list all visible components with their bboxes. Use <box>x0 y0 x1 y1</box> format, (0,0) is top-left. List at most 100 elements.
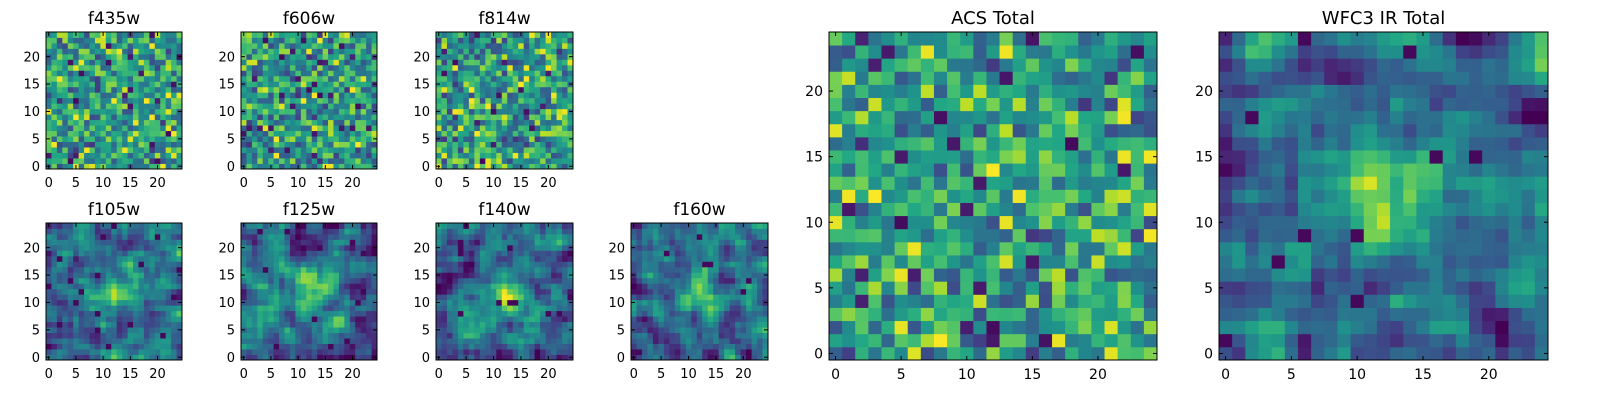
heatmap-cell <box>89 32 96 38</box>
heatmap-cell <box>311 354 318 361</box>
heatmap-cell <box>680 261 687 268</box>
heatmap-cell <box>468 228 475 235</box>
heatmap-cell <box>540 299 546 306</box>
heatmap-cell <box>338 103 345 110</box>
heatmap-cell <box>507 255 514 262</box>
heatmap-cell <box>338 130 345 137</box>
heatmap-cell <box>1143 307 1158 322</box>
heatmap-cell <box>328 147 334 153</box>
heatmap-cell <box>707 244 714 251</box>
heatmap-cell <box>452 136 459 142</box>
heatmap-cell <box>490 316 497 323</box>
heatmap-cell <box>89 244 96 251</box>
heatmap-cell <box>441 32 448 38</box>
heatmap-cell <box>551 338 557 344</box>
heatmap-cell <box>246 119 253 126</box>
heatmap-cell <box>468 119 475 126</box>
heatmap-cell <box>279 316 285 323</box>
heatmap-cell <box>512 305 519 312</box>
heatmap-cell <box>143 239 150 246</box>
heatmap-cell <box>1117 228 1132 243</box>
heatmap-cell <box>479 32 486 38</box>
heatmap-cell <box>702 299 709 306</box>
heatmap-cell <box>713 349 720 355</box>
heatmap-cell <box>366 97 372 104</box>
heatmap-cell <box>490 327 497 333</box>
heatmap-cell <box>545 86 552 93</box>
heatmap-cell <box>268 59 275 66</box>
heatmap-cell <box>562 70 568 77</box>
heatmap-cell <box>842 281 856 295</box>
heatmap-cell <box>567 152 574 159</box>
heatmap-cell <box>73 75 80 82</box>
heatmap-cell <box>56 233 63 240</box>
heatmap-cell <box>149 119 156 126</box>
heatmap-cell <box>523 163 530 170</box>
heatmap-cell <box>143 125 150 132</box>
heatmap-cell <box>441 92 448 99</box>
heatmap-cell <box>641 354 648 361</box>
heatmap-cell <box>295 53 302 60</box>
heatmap-cell <box>567 349 574 355</box>
heatmap-cell <box>1078 241 1092 256</box>
heatmap-cell <box>691 327 698 333</box>
heatmap-cell <box>556 332 563 339</box>
heatmap-cell <box>1130 241 1145 256</box>
heatmap-cell <box>636 327 643 333</box>
heatmap-cell <box>333 130 340 137</box>
y-tick-label: 20 <box>23 50 40 65</box>
heatmap-cell <box>366 228 372 235</box>
heatmap-cell <box>490 42 497 49</box>
heatmap-cell <box>56 266 63 273</box>
heatmap-cell <box>344 130 351 137</box>
heatmap-cell <box>122 97 128 104</box>
heatmap-cell <box>251 119 258 126</box>
heatmap-cell <box>762 321 769 328</box>
heatmap-cell <box>154 48 161 55</box>
heatmap-cell <box>718 239 725 246</box>
x-tick-label: 5 <box>72 367 80 382</box>
heatmap-cell <box>436 228 442 235</box>
heatmap-cell <box>257 163 264 170</box>
heatmap-cell <box>122 244 128 251</box>
heatmap-cell <box>691 343 698 350</box>
heatmap-cell <box>457 108 464 115</box>
heatmap-cell <box>490 48 497 55</box>
heatmap-cell <box>842 163 856 177</box>
heatmap-cell <box>62 75 69 82</box>
heatmap-cell <box>246 130 253 137</box>
heatmap-cell <box>160 338 167 344</box>
heatmap-cell <box>84 332 90 339</box>
heatmap-cell <box>360 32 367 38</box>
heatmap-cell <box>366 81 372 88</box>
heatmap-cell <box>680 228 687 235</box>
heatmap-cell <box>652 354 659 361</box>
heatmap-cell <box>360 147 367 153</box>
heatmap-cell <box>562 119 568 126</box>
heatmap-cell <box>317 108 323 115</box>
heatmap-cell <box>84 228 90 235</box>
heatmap-cell <box>56 277 63 284</box>
heatmap-cell <box>100 277 107 284</box>
heatmap-cell <box>289 261 296 268</box>
heatmap-cell <box>556 59 563 66</box>
heatmap-cell <box>51 108 58 115</box>
heatmap-cell <box>127 283 134 290</box>
heatmap-cell <box>311 152 318 159</box>
heatmap-cell <box>133 147 139 153</box>
heatmap-cell <box>452 244 459 251</box>
heatmap-cell <box>94 321 101 328</box>
heatmap-cell <box>355 239 362 246</box>
heatmap-cell <box>757 244 763 251</box>
heatmap-cell <box>73 114 80 121</box>
heatmap-cell <box>735 288 741 295</box>
heatmap-cell <box>446 32 453 38</box>
heatmap-cell <box>89 299 96 306</box>
heatmap-cell <box>333 228 340 235</box>
heatmap-cell <box>51 130 58 137</box>
heatmap-cell <box>251 59 258 66</box>
heatmap-cell <box>507 316 514 323</box>
heatmap-cell <box>463 272 470 279</box>
heatmap-cell <box>669 255 676 262</box>
heatmap-cell <box>78 255 85 262</box>
